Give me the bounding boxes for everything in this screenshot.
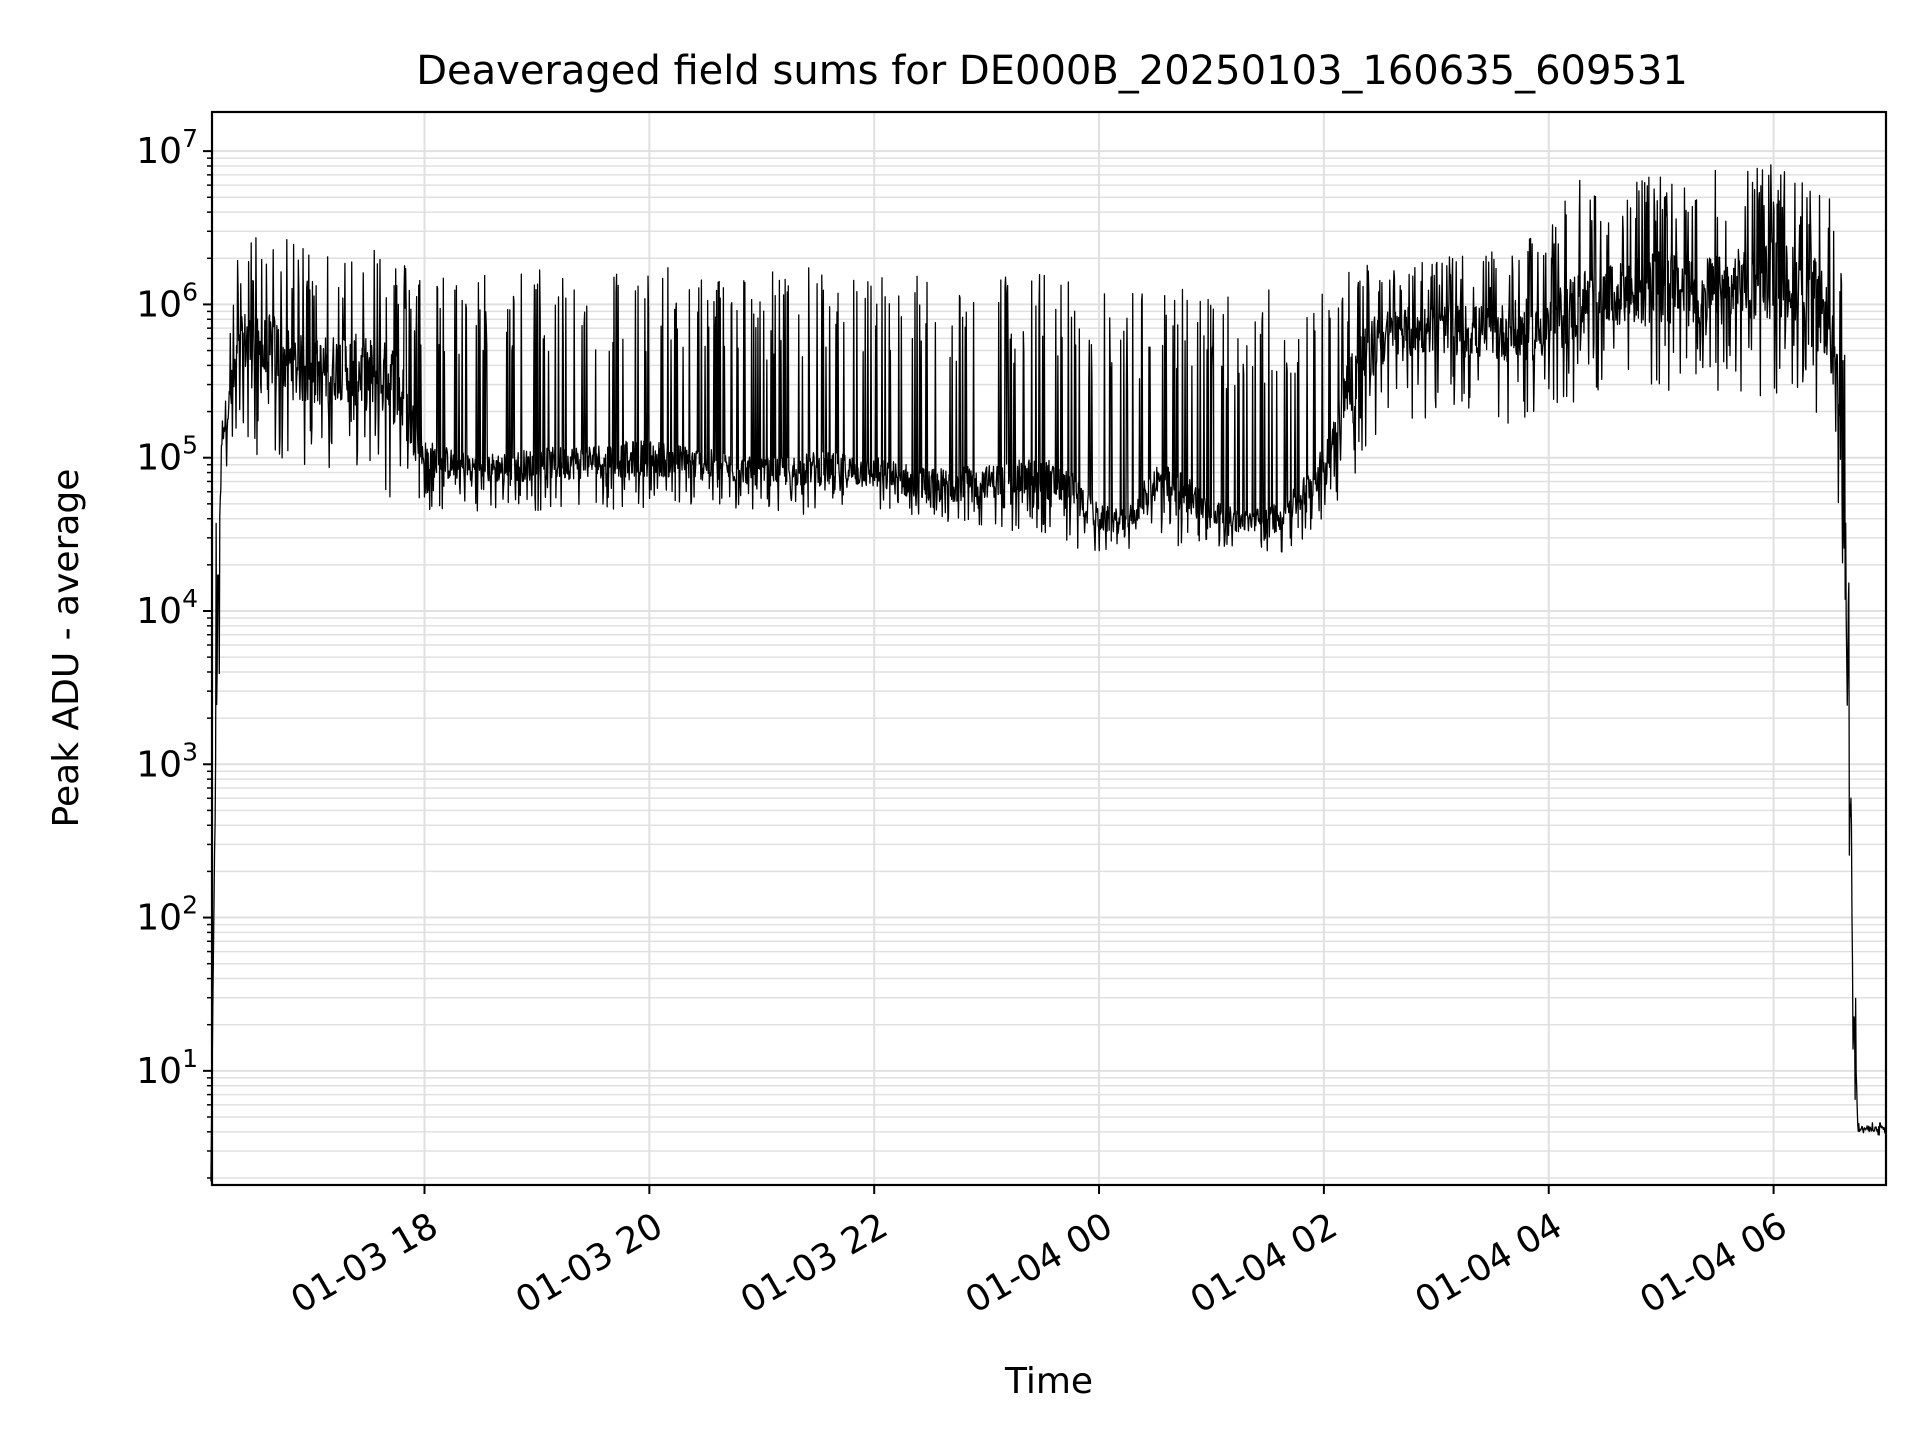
y-tick-base: 10 — [136, 438, 182, 479]
grid-lines — [212, 112, 1886, 1185]
y-tick-label: 105 — [136, 431, 198, 479]
chart-title: Deaveraged field sums for DE000B_2025010… — [416, 48, 1688, 94]
y-tick-label: 101 — [136, 1044, 198, 1092]
y-tick-exponent: 6 — [182, 277, 198, 306]
y-tick-label: 103 — [136, 737, 198, 785]
y-tick-label: 102 — [136, 891, 198, 939]
y-tick-exponent: 7 — [182, 124, 198, 153]
series-line — [210, 164, 1887, 1182]
y-tick-base: 10 — [136, 591, 182, 632]
y-tick-exponent: 1 — [182, 1044, 198, 1073]
y-tick-base: 10 — [136, 284, 182, 325]
y-tick-label: 107 — [136, 124, 198, 172]
y-tick-label: 106 — [136, 277, 198, 325]
y-tick-base: 10 — [136, 131, 182, 172]
plot-frame — [210, 110, 1888, 1187]
series-group — [210, 164, 1887, 1182]
y-tick-base: 10 — [136, 1051, 182, 1092]
y-tick-label: 104 — [136, 584, 198, 632]
y-tick-exponent: 3 — [182, 737, 198, 766]
y-axis-label: Peak ADU - average — [46, 469, 87, 828]
y-tick-exponent: 4 — [182, 584, 198, 613]
y-tick-exponent: 5 — [182, 431, 198, 460]
y-tick-base: 10 — [136, 898, 182, 939]
y-tick-base: 10 — [136, 744, 182, 785]
x-axis-label: Time — [1004, 1361, 1093, 1402]
y-tick-exponent: 2 — [182, 891, 198, 920]
